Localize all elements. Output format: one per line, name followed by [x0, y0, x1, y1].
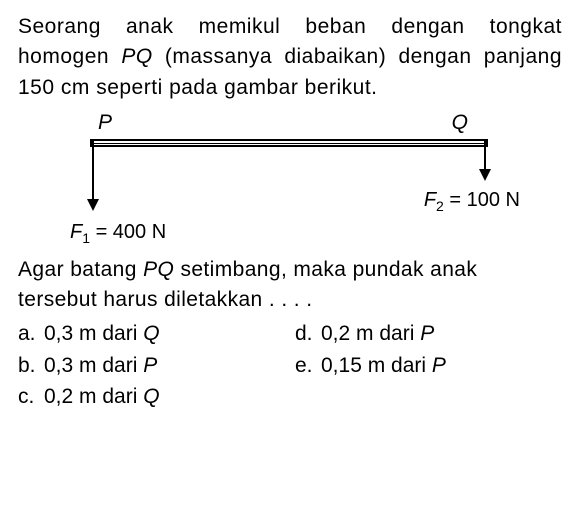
force-arrow-f1 — [92, 141, 94, 209]
followup-text: Agar batang PQ setimbang, maka pundak an… — [18, 255, 562, 314]
option-b: b.0,3 m dari P — [18, 350, 285, 382]
question-pq: PQ — [121, 45, 152, 68]
beam-diagram: P Q F1 = 400 N F2 = 100 N — [70, 111, 510, 241]
option-d-point: P — [420, 322, 434, 345]
f1-sub: 1 — [82, 230, 90, 246]
point-p-label: P — [98, 111, 112, 135]
option-b-text: 0,3 m dari — [44, 354, 143, 377]
option-c-point: Q — [143, 385, 159, 408]
beam-bar — [90, 139, 488, 147]
f1-rest: = 400 N — [90, 221, 166, 243]
option-c-text: 0,2 m dari — [44, 385, 143, 408]
question-text: Seorang anak memikul beban dengan tongka… — [18, 12, 562, 103]
f2-sub: 2 — [436, 198, 444, 214]
option-e-letter: e. — [295, 350, 321, 382]
option-a: a.0,3 m dari Q — [18, 318, 285, 350]
followup-pq: PQ — [143, 258, 174, 281]
followup-part1: Agar batang — [18, 258, 143, 281]
option-d-text: 0,2 m dari — [321, 322, 420, 345]
options-grid: a.0,3 m dari Q d.0,2 m dari P b.0,3 m da… — [18, 318, 562, 413]
f2-var: F — [424, 189, 436, 211]
f2-rest: = 100 N — [444, 189, 520, 211]
option-d: d.0,2 m dari P — [295, 318, 562, 350]
option-c: c.0,2 m dari Q — [18, 381, 285, 413]
option-a-point: Q — [143, 322, 159, 345]
f2-label: F2 = 100 N — [424, 189, 520, 214]
option-c-letter: c. — [18, 381, 44, 413]
f1-var: F — [70, 221, 82, 243]
option-d-letter: d. — [295, 318, 321, 350]
option-a-letter: a. — [18, 318, 44, 350]
option-a-text: 0,3 m dari — [44, 322, 143, 345]
option-b-letter: b. — [18, 350, 44, 382]
force-arrow-f2 — [484, 141, 486, 179]
option-b-point: P — [143, 354, 157, 377]
option-e-point: P — [432, 354, 446, 377]
option-e-text: 0,15 m dari — [321, 354, 432, 377]
f1-label: F1 = 400 N — [70, 221, 166, 246]
option-e: e.0,15 m dari P — [295, 350, 562, 382]
point-q-label: Q — [452, 111, 468, 135]
